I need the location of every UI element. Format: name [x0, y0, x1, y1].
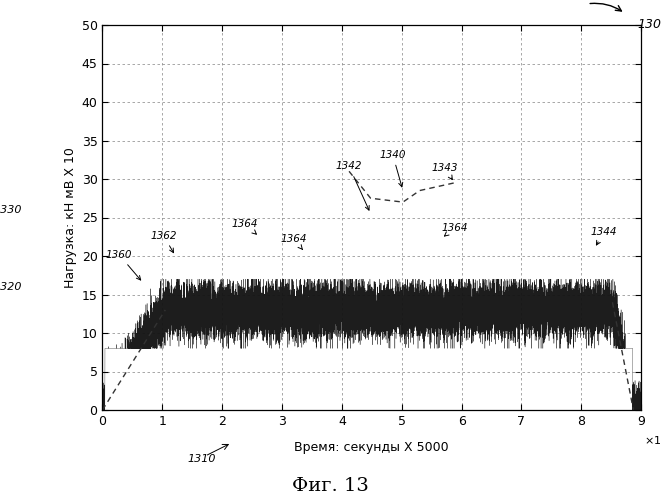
Text: 1364: 1364 [281, 234, 307, 250]
Text: 1320: 1320 [0, 282, 22, 292]
Text: 1343: 1343 [432, 163, 458, 180]
Text: 1360: 1360 [106, 250, 141, 280]
Text: 1364: 1364 [441, 223, 468, 236]
Text: 1342: 1342 [336, 162, 369, 210]
Text: Фиг. 13: Фиг. 13 [292, 477, 369, 495]
Text: 1330: 1330 [0, 205, 22, 215]
Text: $\times10^5$: $\times10^5$ [644, 431, 661, 448]
Text: 1310: 1310 [188, 454, 216, 464]
Text: Время: секунды X 5000: Время: секунды X 5000 [295, 441, 449, 454]
Text: 1300: 1300 [638, 18, 661, 30]
Text: 1362: 1362 [150, 230, 176, 252]
Y-axis label: Нагрузка: кН мВ X 10: Нагрузка: кН мВ X 10 [64, 147, 77, 288]
Text: 1344: 1344 [591, 227, 617, 245]
Text: 1340: 1340 [379, 150, 406, 187]
Text: 1364: 1364 [231, 219, 258, 234]
